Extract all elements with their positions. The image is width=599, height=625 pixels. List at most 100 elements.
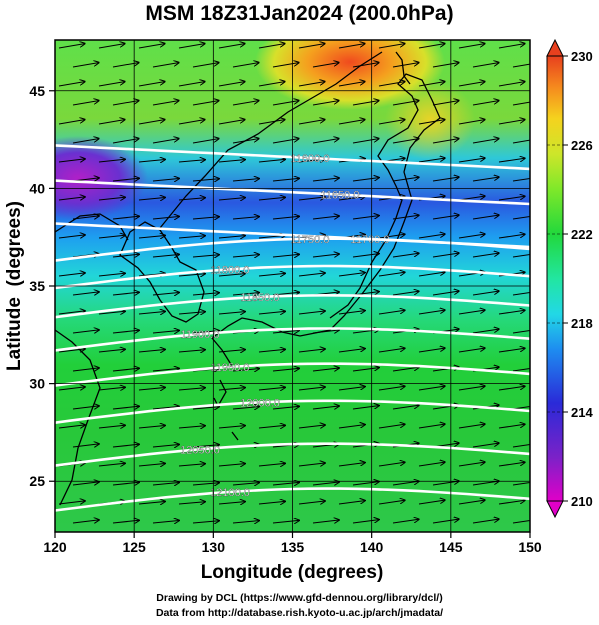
wind-arrow — [152, 445, 179, 448]
wind-arrow — [392, 215, 419, 220]
wind-arrow — [258, 273, 285, 276]
contour-label: 12000.0 — [240, 397, 280, 409]
colorbar-tick-label: 226 — [571, 138, 593, 153]
wind-arrow — [458, 500, 485, 505]
wind-arrow — [152, 139, 179, 144]
wind-arrow — [378, 424, 405, 429]
wind-arrow — [258, 387, 285, 390]
wind-arrow — [498, 500, 525, 505]
wind-arrow — [352, 63, 379, 68]
wind-arrow — [152, 483, 179, 486]
wind-arrow — [272, 330, 299, 333]
wind-arrow — [112, 330, 139, 333]
y-tick-label: 35 — [29, 278, 45, 294]
wind-arrow — [378, 82, 405, 87]
wind-arrow — [98, 425, 125, 428]
wind-arrow — [512, 330, 530, 334]
wind-arrow — [178, 388, 205, 390]
wind-arrow — [498, 120, 525, 125]
wind-arrow — [112, 292, 139, 295]
wind-arrow — [178, 160, 205, 162]
y-tick-label: 25 — [29, 473, 45, 489]
wind-arrow — [218, 312, 245, 314]
wind-arrow — [312, 482, 339, 485]
wind-arrow — [378, 386, 405, 391]
wind-arrow — [218, 82, 245, 87]
wind-arrow — [458, 196, 485, 201]
wind-arrow — [272, 139, 299, 144]
wind-arrow — [512, 520, 530, 524]
x-tick-label: 150 — [518, 539, 542, 555]
wind-arrow — [98, 197, 125, 200]
wind-arrow — [178, 198, 205, 200]
wind-arrow — [338, 120, 365, 125]
wind-arrow — [312, 406, 339, 409]
wind-arrow — [392, 405, 419, 410]
wind-arrow — [472, 329, 499, 334]
colorbar-tick-label: 230 — [571, 49, 593, 64]
wind-arrow — [232, 179, 259, 181]
wind-arrow — [298, 463, 325, 466]
wind-arrow — [312, 101, 339, 106]
wind-arrow — [272, 292, 299, 295]
wind-arrow — [352, 101, 379, 106]
wind-arrow — [298, 501, 325, 504]
wind-arrow — [498, 386, 525, 391]
x-tick-label: 135 — [281, 539, 305, 555]
wind-arrow — [258, 311, 285, 314]
wind-arrow — [58, 82, 85, 87]
wind-arrow — [352, 254, 379, 258]
wind-arrow — [352, 482, 379, 486]
wind-arrow — [378, 44, 405, 49]
x-axis-ticks: 120 125 130 135 140 145 150 — [43, 532, 542, 555]
wind-arrow — [392, 101, 419, 106]
wind-arrow — [152, 331, 179, 334]
wind-arrow — [258, 501, 285, 504]
wind-arrow — [458, 462, 485, 467]
wind-arrow — [418, 310, 445, 315]
wind-arrow — [58, 349, 85, 353]
wind-arrow — [58, 425, 85, 429]
wind-arrow — [338, 82, 365, 87]
wind-arrow — [72, 520, 99, 524]
wind-arrow — [458, 120, 485, 125]
wind-arrow — [138, 236, 165, 239]
coastline-korea — [119, 221, 205, 323]
wind-arrow — [58, 197, 85, 201]
wind-arrow — [498, 234, 525, 239]
wind-arrow — [432, 519, 459, 524]
wind-arrow — [418, 158, 445, 163]
wind-arrow — [232, 521, 259, 523]
wind-arrow — [218, 44, 245, 49]
wind-arrow — [72, 63, 99, 68]
x-tick-label: 125 — [122, 539, 146, 555]
wind-arrow — [432, 177, 459, 182]
wind-arrow — [472, 63, 499, 68]
wind-arrow — [458, 348, 485, 353]
wind-arrow — [72, 482, 99, 486]
wind-arrow — [352, 216, 379, 220]
contour-label: 12050.0 — [180, 444, 220, 456]
y-axis-ticks: 25 30 35 40 45 — [29, 83, 55, 489]
wind-arrow — [378, 500, 405, 505]
wind-arrow — [432, 253, 459, 258]
wind-arrow — [418, 500, 445, 505]
wind-arrow — [418, 234, 445, 239]
wind-arrow — [512, 101, 530, 106]
wind-arrow — [498, 196, 525, 201]
wind-arrow — [72, 330, 99, 334]
wind-arrow — [298, 311, 325, 314]
wind-arrow — [472, 443, 499, 448]
wind-arrow — [392, 177, 419, 182]
wind-arrow — [338, 501, 365, 505]
wind-arrow — [232, 63, 259, 68]
colorbar: 210 214 218 222 226 230 — [546, 38, 593, 519]
wind-arrow — [378, 272, 405, 277]
wind-arrow — [218, 388, 245, 390]
credit-drawing: Drawing by DCL (https://www.gfd-dennou.o… — [156, 592, 443, 604]
wind-arrow — [258, 44, 285, 49]
wind-arrow — [58, 235, 85, 239]
wind-arrow — [192, 293, 219, 295]
warm-region-east — [385, 80, 475, 160]
wind-arrow — [312, 520, 339, 523]
